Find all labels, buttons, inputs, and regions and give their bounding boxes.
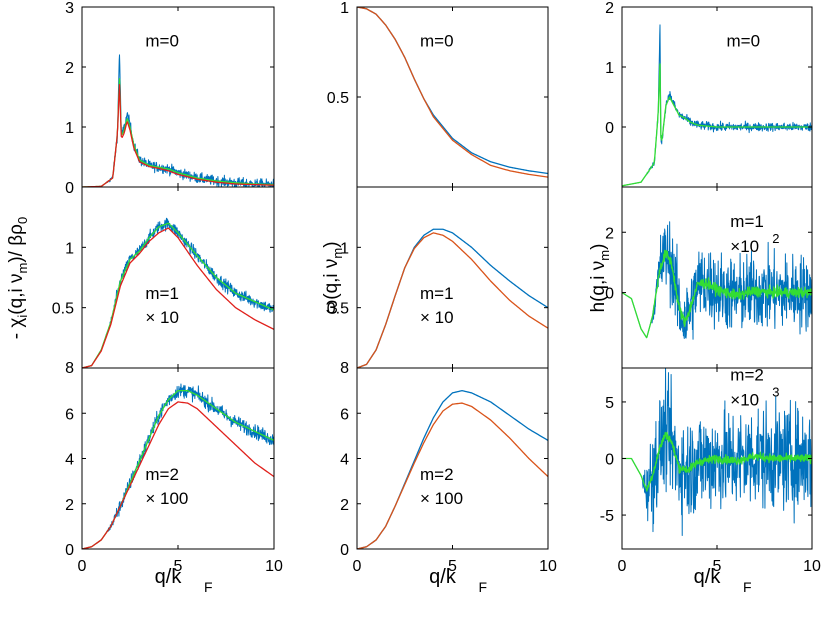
x-tick-label: 0 bbox=[78, 558, 87, 575]
annotation-label: × 100 bbox=[145, 489, 188, 508]
panel-c0-r1: 0.5 1 m=1 × 10 bbox=[52, 186, 275, 369]
x-tick-label: 5 bbox=[448, 558, 457, 575]
y-tick-label: 0 bbox=[65, 542, 74, 559]
series-green bbox=[82, 222, 274, 368]
panel-c2-r2: -5 0 5 0 5 10 m=2 ×10 3 bbox=[600, 366, 821, 575]
y-tick-label: 5 bbox=[605, 395, 614, 412]
annotation-label: m=0 bbox=[145, 32, 179, 51]
y-tick-label: 1 bbox=[340, 240, 349, 257]
y-tick-label: 1 bbox=[65, 240, 74, 257]
x-tick-label: 10 bbox=[265, 558, 283, 575]
x-tick-label: 5 bbox=[174, 558, 183, 575]
annotation-exponent: 3 bbox=[772, 385, 779, 400]
axes-frame bbox=[81, 186, 275, 369]
annotation-label: m=2 bbox=[420, 465, 454, 484]
annotation-exponent: 2 bbox=[772, 231, 779, 246]
y-axis-label-0: - χi(q,i νm)/ βρ0 bbox=[6, 217, 30, 339]
x-axis-label-subscript: F bbox=[204, 579, 213, 595]
y-tick-label: 3 bbox=[65, 0, 74, 17]
y-tick-label: 1 bbox=[340, 0, 349, 17]
x-tick-label: 5 bbox=[713, 558, 722, 575]
y-tick-label: 4 bbox=[65, 452, 74, 469]
series-orange bbox=[357, 402, 548, 549]
x-tick-label: 10 bbox=[803, 558, 821, 575]
series-green bbox=[622, 431, 812, 492]
y-tick-label: 6 bbox=[65, 406, 74, 423]
annotation-label: m=0 bbox=[727, 32, 761, 51]
y-tick-label: 2 bbox=[605, 225, 614, 242]
y-tick-label: 6 bbox=[340, 406, 349, 423]
series-blue bbox=[622, 24, 812, 187]
series-blue bbox=[82, 54, 274, 187]
y-tick-label: 2 bbox=[65, 60, 74, 77]
annotation-label: × 10 bbox=[420, 308, 454, 327]
annotation-label: m=1 bbox=[420, 284, 454, 303]
x-tick-label: 0 bbox=[618, 558, 627, 575]
x-axis-label: q/k bbox=[155, 566, 183, 588]
y-tick-label: 1 bbox=[65, 120, 74, 137]
x-axis-label-subscript: F bbox=[743, 579, 752, 595]
y-tick-label: 1 bbox=[605, 60, 614, 77]
y-tick-label: 0.5 bbox=[327, 301, 349, 318]
annotation-label: m=2 bbox=[145, 465, 179, 484]
y-tick-label: 8 bbox=[65, 360, 74, 377]
series-blue bbox=[622, 368, 812, 536]
y-tick-label: -5 bbox=[600, 508, 614, 525]
y-tick-label: 8 bbox=[340, 360, 349, 377]
panel-c0-r0: 0 1 2 3 m=0 bbox=[65, 0, 275, 197]
annotation-label: × 100 bbox=[420, 489, 463, 508]
x-tick-label: 0 bbox=[353, 558, 362, 575]
x-axis-label-0: q/k F bbox=[155, 566, 213, 595]
y-tick-label: 0.5 bbox=[327, 90, 349, 107]
annotation-label: m=0 bbox=[420, 32, 454, 51]
x-axis-label-2: q/k F bbox=[694, 566, 752, 595]
x-axis-label: q/k bbox=[429, 566, 457, 588]
annotation-label: m=1 bbox=[730, 212, 764, 231]
y-tick-label: 2 bbox=[340, 497, 349, 514]
x-axis-label-1: q/k F bbox=[429, 566, 487, 595]
y-tick-label: 2 bbox=[605, 0, 614, 17]
series-red bbox=[82, 401, 274, 549]
x-tick-label: 10 bbox=[539, 558, 557, 575]
y-tick-label: 0 bbox=[340, 542, 349, 559]
panel-c2-r1: 0 2 m=1 ×10 2 bbox=[605, 186, 813, 369]
x-axis-label: q/k bbox=[694, 566, 722, 588]
panel-c2-r0: 0 1 2 m=0 bbox=[605, 0, 813, 188]
annotation-label: m=1 bbox=[145, 284, 179, 303]
y-tick-label: 0 bbox=[605, 452, 614, 469]
series-red bbox=[82, 83, 274, 187]
y-tick-label: 0 bbox=[605, 286, 614, 303]
series-orange bbox=[357, 232, 548, 368]
x-axis-label-subscript: F bbox=[479, 579, 488, 595]
panel-c0-r2: 0 2 4 6 8 0 5 10 m=2 × 100 bbox=[65, 360, 283, 575]
y-tick-label: 0 bbox=[65, 180, 74, 197]
axes-frame bbox=[356, 186, 549, 369]
series-green bbox=[622, 63, 812, 187]
series-orange bbox=[357, 7, 548, 178]
annotation-multiplier: ×10 bbox=[730, 391, 759, 410]
y-tick-label: 0 bbox=[605, 120, 614, 137]
annotation-label: × 10 bbox=[145, 308, 179, 327]
y-axis-label-2: h(q,i νm) bbox=[588, 244, 612, 313]
y-tick-label: 2 bbox=[65, 497, 74, 514]
annotation-multiplier: ×10 bbox=[730, 237, 759, 256]
y-axis-label-1: ω(q,i νm) bbox=[321, 241, 345, 314]
annotation-label: m=2 bbox=[730, 366, 764, 385]
axes-frame bbox=[356, 367, 549, 550]
series-green bbox=[622, 249, 812, 339]
panel-c1-r1: 0.5 1 m=1 × 10 bbox=[327, 186, 549, 369]
panel-c1-r0: 0.5 1 m=0 bbox=[327, 0, 549, 188]
y-tick-label: 0.5 bbox=[52, 301, 74, 318]
axes-frame bbox=[621, 6, 813, 188]
series-red bbox=[82, 227, 274, 368]
panel-c1-r2: 0 2 4 6 8 0 5 10 m=2 × 100 bbox=[340, 360, 557, 575]
y-tick-label: 4 bbox=[340, 452, 349, 469]
